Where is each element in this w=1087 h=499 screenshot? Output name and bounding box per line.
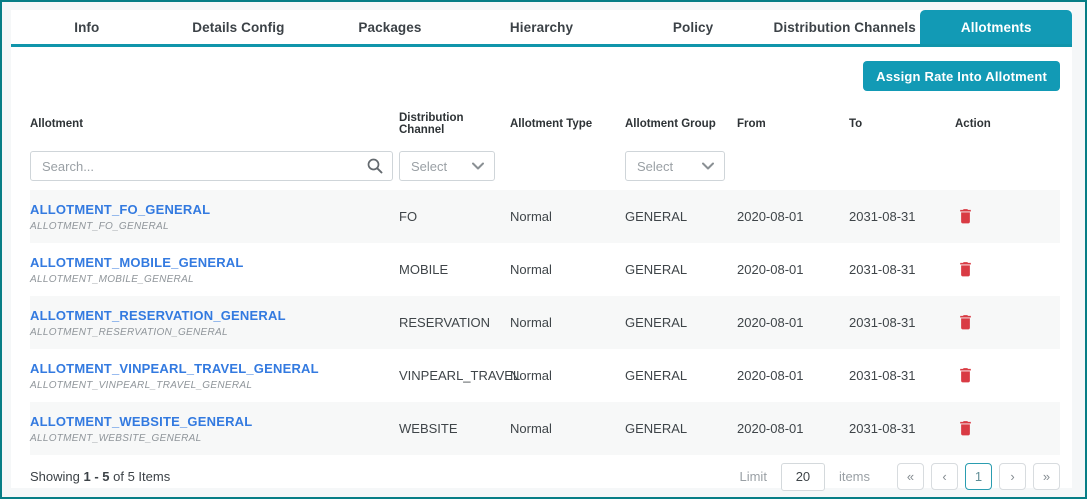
- to-date-cell: 2031-08-31: [849, 368, 916, 383]
- allotment-link[interactable]: ALLOTMENT_VINPEARL_TRAVEL_GENERAL: [30, 360, 319, 376]
- delete-button[interactable]: [956, 258, 975, 279]
- allotment-link[interactable]: ALLOTMENT_MOBILE_GENERAL: [30, 254, 244, 270]
- column-header-allotment: Allotment: [30, 118, 84, 130]
- tab-distribution-channels[interactable]: Distribution Channels: [773, 19, 916, 35]
- table-row: ALLOTMENT_FO_GENERAL ALLOTMENT_FO_GENERA…: [30, 190, 1060, 243]
- limit-label: Limit: [739, 469, 767, 484]
- allotment-link[interactable]: ALLOTMENT_RESERVATION_GENERAL: [30, 307, 286, 323]
- allotment-link[interactable]: ALLOTMENT_FO_GENERAL: [30, 201, 211, 217]
- column-header-allotment-group: Allotment Group: [625, 118, 716, 130]
- table-filter-row: Select Select: [30, 151, 1060, 181]
- allotment-search: [30, 151, 393, 181]
- table-row: ALLOTMENT_MOBILE_GENERAL ALLOTMENT_MOBIL…: [30, 243, 1060, 296]
- page-1-button[interactable]: 1: [965, 463, 992, 490]
- allotment-type-cell: Normal: [510, 209, 552, 224]
- table-row: ALLOTMENT_RESERVATION_GENERAL ALLOTMENT_…: [30, 296, 1060, 349]
- showing-summary: Showing 1 - 5 of 5 Items: [30, 469, 170, 484]
- chevron-down-icon: [472, 162, 484, 170]
- distribution-channel-cell: MOBILE: [399, 262, 449, 277]
- table-row: ALLOTMENT_VINPEARL_TRAVEL_GENERAL ALLOTM…: [30, 349, 1060, 402]
- allotment-type-cell: Normal: [510, 368, 552, 383]
- allotment-code: ALLOTMENT_MOBILE_GENERAL: [30, 273, 194, 285]
- allotment-code: ALLOTMENT_RESERVATION_GENERAL: [30, 326, 228, 338]
- pagination-zone: Limit items « ‹ 1 › »: [739, 462, 1060, 491]
- allotment-code: ALLOTMENT_WEBSITE_GENERAL: [30, 432, 202, 444]
- delete-button[interactable]: [956, 311, 975, 332]
- next-page-button[interactable]: ›: [999, 463, 1026, 490]
- allotment-group-cell: GENERAL: [625, 262, 688, 277]
- allotment-group-cell: GENERAL: [625, 421, 688, 436]
- toolbar: Assign Rate Into Allotment: [30, 61, 1060, 91]
- distribution-channel-select-value: Select: [411, 158, 448, 174]
- showing-label: Showing: [30, 469, 80, 484]
- limit-input[interactable]: [780, 462, 825, 491]
- distribution-channel-select[interactable]: Select: [399, 151, 495, 181]
- tab-policy[interactable]: Policy: [672, 19, 714, 35]
- tab-hierarchy[interactable]: Hierarchy: [509, 19, 574, 35]
- distribution-channel-cell: WEBSITE: [399, 421, 458, 436]
- from-date-cell: 2020-08-01: [737, 262, 804, 277]
- allotments-panel: Info Details Config Packages Hierarchy P…: [11, 10, 1073, 491]
- allotment-group-cell: GENERAL: [625, 209, 688, 224]
- column-header-to: To: [849, 118, 863, 130]
- tab-packages[interactable]: Packages: [358, 19, 422, 35]
- allotment-type-cell: Normal: [510, 262, 552, 277]
- trash-icon: [960, 367, 971, 382]
- from-date-cell: 2020-08-01: [737, 368, 804, 383]
- distribution-channel-cell: FO: [399, 209, 418, 224]
- search-icon: [367, 158, 383, 174]
- prev-page-button[interactable]: ‹: [931, 463, 958, 490]
- tab-bar: Info Details Config Packages Hierarchy P…: [11, 10, 1073, 47]
- delete-button[interactable]: [956, 417, 975, 438]
- allotment-type-cell: Normal: [510, 315, 552, 330]
- column-header-distribution-channel: Distribution Channel: [399, 112, 464, 136]
- to-date-cell: 2031-08-31: [849, 421, 916, 436]
- delete-button[interactable]: [956, 205, 975, 226]
- allotment-code: ALLOTMENT_VINPEARL_TRAVEL_GENERAL: [30, 379, 253, 391]
- from-date-cell: 2020-08-01: [737, 315, 804, 330]
- from-date-cell: 2020-08-01: [737, 209, 804, 224]
- delete-button[interactable]: [956, 364, 975, 385]
- trash-icon: [960, 420, 971, 435]
- last-page-button[interactable]: »: [1033, 463, 1060, 490]
- table-header-row: Allotment Distribution Channel Allotment…: [30, 112, 1060, 136]
- table-footer: Showing 1 - 5 of 5 Items Limit items « ‹…: [30, 455, 1060, 498]
- allotment-group-cell: GENERAL: [625, 368, 688, 383]
- tab-allotments[interactable]: Allotments: [920, 10, 1073, 44]
- pager: « ‹ 1 › »: [890, 463, 1060, 490]
- column-header-from: From: [737, 118, 766, 130]
- tab-details-config[interactable]: Details Config: [192, 19, 285, 35]
- column-header-allotment-type: Allotment Type: [510, 118, 593, 130]
- table-row: ALLOTMENT_WEBSITE_GENERAL ALLOTMENT_WEBS…: [30, 402, 1060, 455]
- table-body: ALLOTMENT_FO_GENERAL ALLOTMENT_FO_GENERA…: [30, 190, 1060, 455]
- distribution-channel-cell: RESERVATION: [399, 315, 491, 330]
- assign-rate-into-allotment-button[interactable]: Assign Rate Into Allotment: [863, 61, 1060, 91]
- from-date-cell: 2020-08-01: [737, 421, 804, 436]
- first-page-button[interactable]: «: [897, 463, 924, 490]
- search-input[interactable]: [30, 151, 393, 181]
- allotment-type-cell: Normal: [510, 421, 552, 436]
- trash-icon: [960, 314, 971, 329]
- showing-range: 1 - 5: [83, 469, 110, 484]
- allotment-code: ALLOTMENT_FO_GENERAL: [30, 220, 169, 232]
- to-date-cell: 2031-08-31: [849, 315, 916, 330]
- to-date-cell: 2031-08-31: [849, 209, 916, 224]
- allotment-group-select-value: Select: [637, 158, 674, 174]
- allotment-group-select[interactable]: Select: [625, 151, 725, 181]
- tab-content: Assign Rate Into Allotment Allotment Dis…: [11, 61, 1072, 498]
- column-header-action: Action: [955, 118, 991, 130]
- items-label: items: [838, 469, 870, 484]
- trash-icon: [960, 208, 971, 223]
- to-date-cell: 2031-08-31: [849, 262, 916, 277]
- showing-suffix: of 5 Items: [113, 469, 171, 484]
- trash-icon: [960, 261, 971, 276]
- allotment-group-cell: GENERAL: [625, 315, 688, 330]
- allotment-link[interactable]: ALLOTMENT_WEBSITE_GENERAL: [30, 413, 253, 429]
- tab-info[interactable]: Info: [74, 19, 100, 35]
- chevron-down-icon: [702, 162, 714, 170]
- distribution-channel-cell: VINPEARL_TRAVEL: [399, 368, 521, 383]
